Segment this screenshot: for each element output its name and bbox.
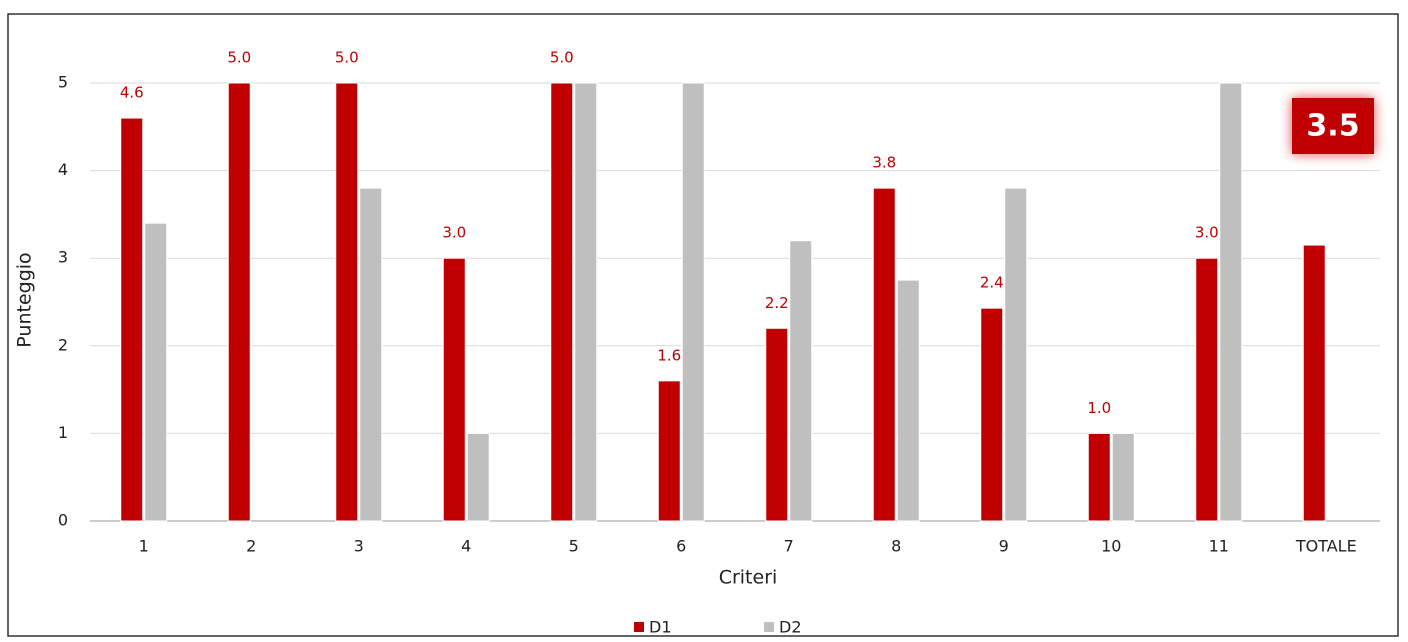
total-badge: 3.5 bbox=[1282, 91, 1382, 161]
x-tick-label: 4 bbox=[461, 537, 471, 556]
y-tick-label: 5 bbox=[58, 73, 68, 92]
bar bbox=[335, 82, 359, 522]
bar bbox=[681, 82, 705, 522]
x-tick-label: 1 bbox=[139, 537, 149, 556]
data-label: 5.0 bbox=[227, 49, 251, 67]
bar bbox=[896, 279, 920, 522]
data-label: 4.6 bbox=[120, 84, 144, 102]
x-tick-label: 6 bbox=[676, 537, 686, 556]
y-tick-label: 0 bbox=[58, 511, 68, 530]
data-label: 1.0 bbox=[1087, 399, 1111, 417]
x-tick-label: 7 bbox=[784, 537, 794, 556]
bar bbox=[1219, 82, 1243, 522]
badge-text: 3.5 bbox=[1306, 109, 1359, 144]
data-label: 3.0 bbox=[1195, 224, 1219, 242]
bar bbox=[765, 327, 789, 522]
x-tick-label: 2 bbox=[246, 537, 256, 556]
y-tick-label: 2 bbox=[58, 335, 68, 354]
data-label: 2.4 bbox=[980, 274, 1004, 292]
bar bbox=[120, 117, 144, 522]
bar bbox=[872, 187, 896, 522]
bars bbox=[120, 82, 1326, 522]
data-label: 3.0 bbox=[442, 224, 466, 242]
legend-swatch bbox=[764, 622, 774, 632]
data-label: 3.8 bbox=[872, 154, 896, 172]
data-label: 5.0 bbox=[550, 49, 574, 67]
data-label: 1.6 bbox=[657, 346, 681, 364]
data-label: 2.2 bbox=[765, 294, 789, 312]
badge bbox=[1292, 98, 1374, 154]
x-axis-label: Criteri bbox=[719, 567, 778, 589]
x-tick-label: 3 bbox=[354, 537, 364, 556]
bar bbox=[227, 82, 251, 522]
bar bbox=[1004, 187, 1028, 522]
chart-frame bbox=[7, 13, 1399, 637]
legend-label: D1 bbox=[649, 618, 672, 637]
bar bbox=[1087, 432, 1111, 522]
bar bbox=[1195, 257, 1219, 522]
x-tick-label: 9 bbox=[999, 537, 1009, 556]
legend-label: D2 bbox=[779, 618, 802, 637]
x-tick-label: 8 bbox=[891, 537, 901, 556]
bar bbox=[1111, 432, 1135, 522]
bar bbox=[1302, 244, 1326, 522]
bar bbox=[980, 307, 1004, 522]
x-tick-label: 11 bbox=[1209, 537, 1229, 556]
bar bbox=[789, 240, 813, 522]
grid bbox=[90, 82, 1380, 522]
y-axis-label: Punteggio bbox=[14, 252, 36, 347]
x-tick-label: TOTALE bbox=[1295, 537, 1357, 556]
bar bbox=[466, 432, 490, 522]
bar bbox=[359, 187, 383, 522]
legend-swatch bbox=[634, 622, 644, 632]
bar bbox=[442, 257, 466, 522]
bar bbox=[144, 222, 168, 522]
data-label: 5.0 bbox=[335, 49, 359, 67]
bar bbox=[550, 82, 574, 522]
y-tick-label: 3 bbox=[58, 248, 68, 267]
x-tick-label: 5 bbox=[569, 537, 579, 556]
x-tick-label: 10 bbox=[1101, 537, 1121, 556]
y-tick-label: 4 bbox=[58, 160, 68, 179]
bar bbox=[574, 82, 598, 522]
bar bbox=[657, 380, 681, 522]
y-tick-label: 1 bbox=[58, 423, 68, 442]
